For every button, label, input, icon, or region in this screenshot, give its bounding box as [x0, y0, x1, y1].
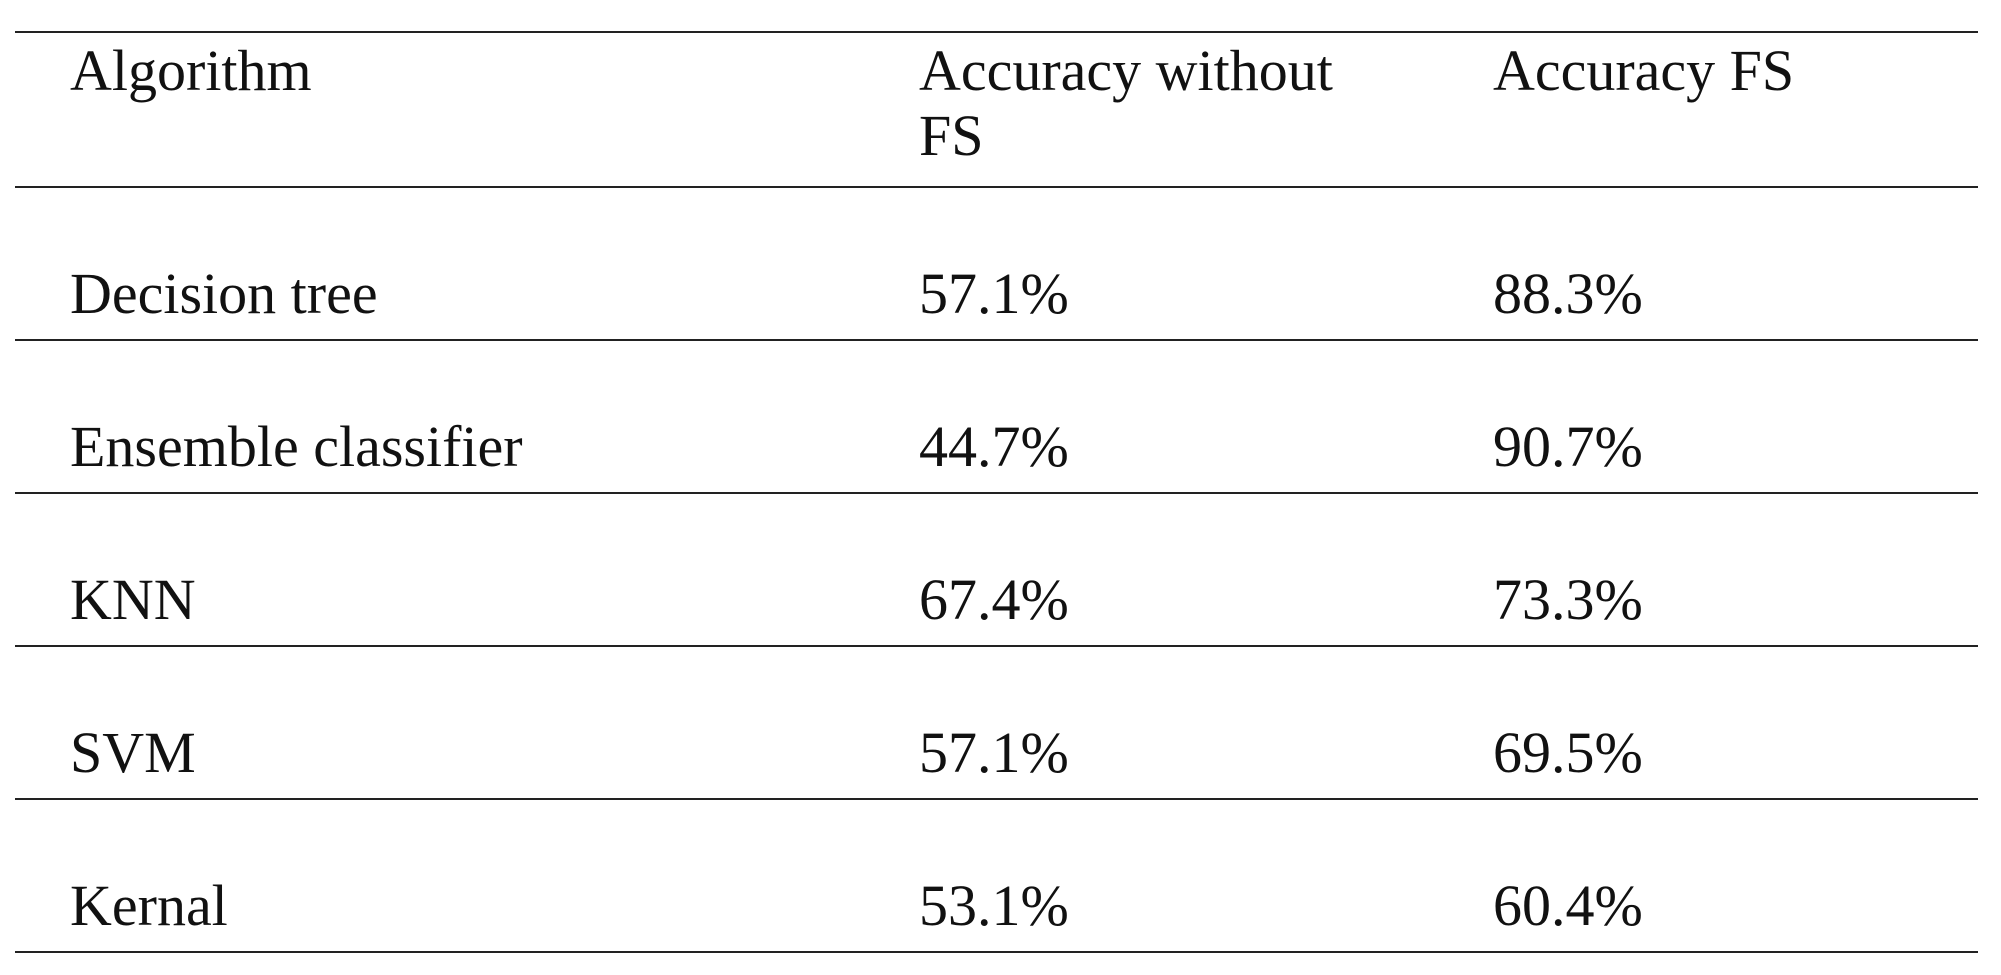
table-cell: 88.3%: [1493, 261, 1643, 327]
table-cell: Kernal: [70, 873, 228, 939]
table-cell: 73.3%: [1493, 567, 1643, 633]
header-row: Algorithm Accuracy without FS Accuracy FS: [15, 32, 1978, 187]
table-row: Ensemble classifier 44.7% 90.7%: [15, 340, 1978, 493]
table-cell: 44.7%: [919, 414, 1069, 480]
table-cell: 57.1%: [919, 261, 1069, 327]
results-table: Algorithm Accuracy without FS Accuracy FS …: [15, 31, 1978, 953]
table-cell: 57.1%: [919, 720, 1069, 786]
header-cell: Algorithm: [70, 38, 312, 103]
table-cell: KNN: [70, 567, 196, 633]
table-header: Algorithm Accuracy without FS Accuracy FS: [15, 32, 1978, 187]
header-cell: Accuracy FS: [1493, 38, 1795, 103]
header-cell: Accuracy without FS: [919, 38, 1333, 168]
table-cell: 69.5%: [1493, 720, 1643, 786]
table-row: Kernal 53.1% 60.4%: [15, 799, 1978, 952]
table-cell: SVM: [70, 720, 196, 786]
table-cell: Ensemble classifier: [70, 414, 523, 480]
table-cell: 53.1%: [919, 873, 1069, 939]
table-cell: Decision tree: [70, 261, 378, 327]
table-cell: 60.4%: [1493, 873, 1643, 939]
table-cell: 67.4%: [919, 567, 1069, 633]
table-body: Decision tree 57.1% 88.3% Ensemble classifi…: [15, 187, 1978, 952]
table-row: KNN 67.4% 73.3%: [15, 493, 1978, 646]
table-row: SVM 57.1% 69.5%: [15, 646, 1978, 799]
table-cell: 90.7%: [1493, 414, 1643, 480]
table-row: Decision tree 57.1% 88.3%: [15, 187, 1978, 340]
